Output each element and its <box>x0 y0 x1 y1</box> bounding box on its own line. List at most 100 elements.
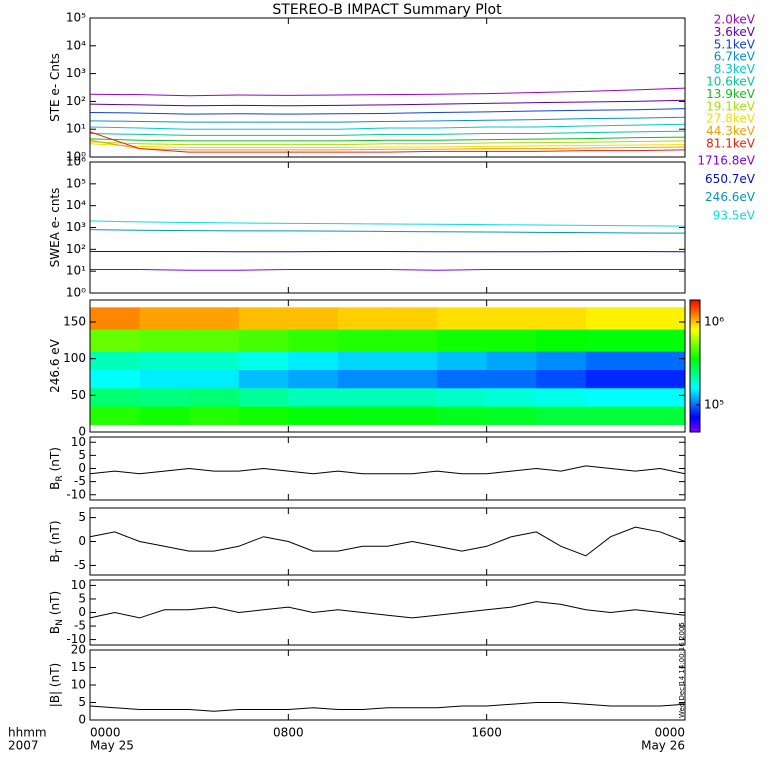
legend-entry: 8.3keV <box>714 62 756 76</box>
x-tick-label: 0000 <box>90 726 121 740</box>
data-line <box>89 526 686 557</box>
colorbar-segment <box>690 348 700 352</box>
y-tick-label: 10⁶ <box>66 155 86 169</box>
heatmap-cell <box>238 307 289 330</box>
y-tick-label: 5 <box>78 695 86 709</box>
y-axis-label-unit: (nT) <box>48 520 62 544</box>
heatmap-cell <box>585 351 636 370</box>
colorbar-segment <box>690 381 700 385</box>
colorbar-segment <box>690 372 700 376</box>
colorbar-segment <box>690 423 700 426</box>
data-line <box>89 99 686 107</box>
colorbar-segment <box>690 403 700 407</box>
heatmap-cell <box>189 388 240 407</box>
colorbar-segment <box>690 361 700 365</box>
colorbar-segment <box>690 326 700 330</box>
heatmap-cell <box>288 329 339 352</box>
colorbar-segment <box>690 399 700 402</box>
y-axis-label-sub: R <box>55 475 65 481</box>
colorbar-segment <box>690 414 700 418</box>
colorbar-segment <box>690 429 700 433</box>
heatmap-cell <box>387 388 438 407</box>
y-axis-label: BN (nT) <box>48 591 65 634</box>
heatmap-cell <box>486 406 537 425</box>
colorbar-segment <box>690 427 700 431</box>
heatmap-cell <box>585 369 636 389</box>
y-axis-label: BT (nT) <box>48 520 65 562</box>
heatmap-cell <box>90 307 140 330</box>
y-axis-label-main: |B| (nT) <box>48 663 62 707</box>
colorbar-segment <box>690 374 700 378</box>
legend-entry: 5.1keV <box>714 37 756 51</box>
heatmap-cell <box>585 307 636 330</box>
y-tick-label: -5 <box>74 474 86 488</box>
heatmap-cell <box>139 307 190 330</box>
colorbar-segment <box>690 355 700 358</box>
colorbar-segment <box>690 388 700 391</box>
y-axis-label-main: B <box>48 626 62 634</box>
data-line <box>89 136 686 142</box>
heatmap-cell <box>536 406 587 425</box>
colorbar-segment <box>690 308 700 312</box>
y-tick-label: 10³ <box>66 66 86 80</box>
heatmap-cell <box>288 307 339 330</box>
heatmap-cell <box>189 351 240 370</box>
panel-frame <box>89 299 686 433</box>
legend-entry: 6.7keV <box>714 50 756 64</box>
heatmap-cell <box>635 406 686 425</box>
x-date-label: May 25 <box>90 739 134 753</box>
y-tick-label: 50 <box>71 388 86 402</box>
heatmap-cell <box>238 351 289 370</box>
heatmap-cell <box>238 388 289 407</box>
heatmap-cell <box>387 369 438 389</box>
colorbar-segment <box>690 341 700 345</box>
data-line <box>89 116 686 123</box>
y-axis-label: BR (nT) <box>48 447 65 490</box>
x-tick-label: 0800 <box>273 726 304 740</box>
heatmap-cell <box>238 329 289 352</box>
heatmap-cell <box>585 406 636 425</box>
y-axis-label-unit: (nT) <box>48 447 62 471</box>
x-tick-label: 1600 <box>471 726 502 740</box>
heatmap-cell <box>437 369 487 389</box>
heatmap-cell <box>337 388 388 407</box>
data-line <box>89 465 686 475</box>
heatmap-cell <box>189 307 240 330</box>
heatmap-cell <box>486 329 537 352</box>
colorbar-segment <box>690 407 700 411</box>
heatmap-cell <box>437 307 487 330</box>
y-axis-label: STE e- Cnts <box>48 53 62 122</box>
heatmap-cell <box>585 388 636 407</box>
heatmap-cell <box>635 369 686 389</box>
colorbar-segment <box>690 339 700 343</box>
heatmap-cell <box>486 307 537 330</box>
heatmap-cell <box>90 406 140 425</box>
data-line <box>89 140 686 146</box>
x-date-label: May 26 <box>641 739 685 753</box>
y-tick-label: 10⁵ <box>66 11 86 25</box>
colorbar-segment <box>690 300 700 303</box>
y-tick-label: 10 <box>71 435 86 449</box>
colorbar-segment <box>690 335 700 338</box>
legend-entry: 3.6keV <box>714 25 756 39</box>
y-tick-label: 100 <box>63 351 86 365</box>
y-tick-label: 5 <box>78 591 86 605</box>
legend-entry: 13.9keV <box>706 87 756 101</box>
data-line <box>89 229 686 234</box>
heatmap-cell <box>337 307 388 330</box>
y-tick-label: 0 <box>78 713 86 727</box>
colorbar-segment <box>690 311 700 314</box>
heatmap-cell <box>536 369 587 389</box>
legend-entry: 650.7eV <box>705 172 756 186</box>
heatmap-cell <box>90 388 140 407</box>
y-tick-label: -5 <box>74 619 86 633</box>
data-line <box>89 601 686 619</box>
y-axis-label-sub: T <box>55 548 65 555</box>
colorbar-segment <box>690 313 700 316</box>
colorbar-segment <box>690 412 700 415</box>
colorbar-segment <box>690 319 700 323</box>
colorbar-segment <box>690 317 700 321</box>
heatmap-cell <box>288 369 339 389</box>
y-tick-label: 10⁰ <box>66 286 86 300</box>
